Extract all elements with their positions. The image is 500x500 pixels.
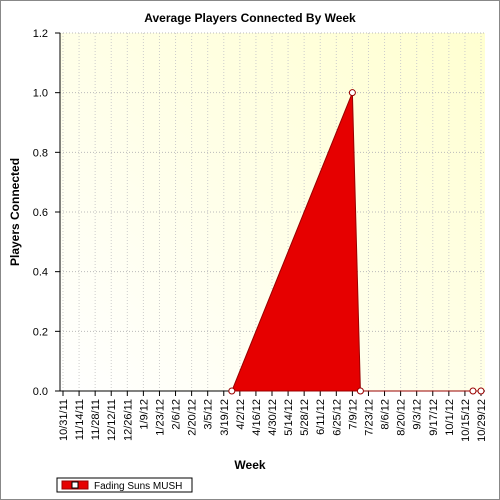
x-tick-label: 5/14/12 xyxy=(283,399,295,436)
x-tick-label: 7/23/12 xyxy=(363,399,375,436)
x-tick-label: 3/5/12 xyxy=(203,399,215,430)
y-tick-label: 0.4 xyxy=(33,267,48,279)
x-tick-label: 12/26/11 xyxy=(122,399,134,441)
point xyxy=(469,387,477,395)
y-tick-label: 1.2 xyxy=(33,28,48,40)
point xyxy=(477,387,485,395)
x-tick-label: 10/31/11 xyxy=(58,399,70,441)
x-tick-label: 4/2/12 xyxy=(235,399,247,430)
x-tick-label: 8/6/12 xyxy=(380,399,392,430)
area xyxy=(231,92,481,392)
x-tick-label: 10/15/12 xyxy=(460,399,472,442)
x-tick-label: 10/1/12 xyxy=(444,399,456,436)
legend-marker xyxy=(71,481,79,489)
x-tick-label: 9/3/12 xyxy=(412,399,424,430)
y-tick-label: 0.6 xyxy=(33,207,48,219)
x-tick-label: 3/19/12 xyxy=(219,399,231,436)
x-tick-label: 2/6/12 xyxy=(171,399,183,430)
x-tick-label: 11/28/11 xyxy=(90,399,102,440)
legend xyxy=(56,477,193,493)
x-tick-label: 8/20/12 xyxy=(396,399,408,436)
point xyxy=(228,387,236,395)
x-tick-label: 7/9/12 xyxy=(347,399,359,430)
chart-title: Average Players Connected By Week xyxy=(144,11,356,25)
x-tick-label: 1/23/12 xyxy=(154,399,166,436)
x-axis-label: Week xyxy=(234,458,265,472)
legend-label: Fading Suns MUSH xyxy=(94,481,182,492)
x-tick-label: 2/20/12 xyxy=(187,399,199,436)
x-tick-label: 4/30/12 xyxy=(267,399,279,436)
x-tick-label: 12/12/11 xyxy=(106,399,118,441)
x-tick-label: 5/28/12 xyxy=(299,399,311,436)
point xyxy=(356,387,364,395)
x-tick-label: 9/17/12 xyxy=(428,399,440,436)
y-axis-label: Players Connected xyxy=(8,158,22,266)
x-tick-label: 10/29/12 xyxy=(476,399,488,442)
x-tick-label: 4/16/12 xyxy=(251,399,263,436)
x-tick-label: 6/25/12 xyxy=(331,399,343,436)
y-tick-label: 0.2 xyxy=(33,326,48,338)
x-tick-label: 11/14/11 xyxy=(74,399,86,440)
point xyxy=(348,89,356,97)
y-tick-label: 0.8 xyxy=(33,147,48,159)
y-tick-label: 1.0 xyxy=(33,88,48,100)
x-tick-label: 1/9/12 xyxy=(138,399,150,430)
y-tick-label: 0.0 xyxy=(33,386,48,398)
x-tick-label: 6/11/12 xyxy=(315,399,327,435)
